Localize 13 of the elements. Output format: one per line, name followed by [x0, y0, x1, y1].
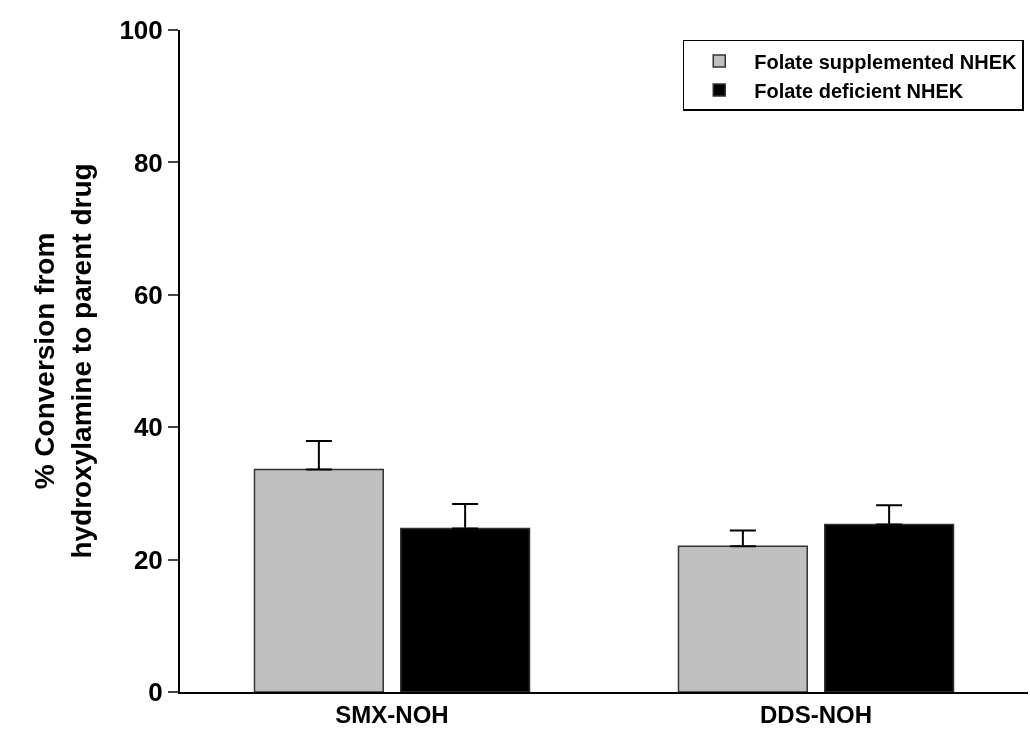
x-tick-label: DDS-NOH: [760, 700, 872, 728]
y-tick-label: 20: [133, 544, 163, 575]
x-tick-label: SMX-NOH: [335, 700, 449, 728]
y-tick-label: 100: [119, 15, 163, 46]
bar: [253, 468, 384, 692]
y-tick-label: 0: [148, 677, 163, 708]
bar: [677, 545, 808, 692]
legend-label: Folate supplemented NHEK: [754, 50, 1018, 73]
legend-label: Folate deficient NHEK: [754, 79, 964, 102]
y-tick-label: 60: [133, 279, 163, 310]
y-axis-title: % Conversion from hydroxylamine to parent drug: [29, 163, 97, 559]
y-tick-label: 80: [133, 147, 163, 178]
y-tick-label: 40: [133, 412, 163, 443]
